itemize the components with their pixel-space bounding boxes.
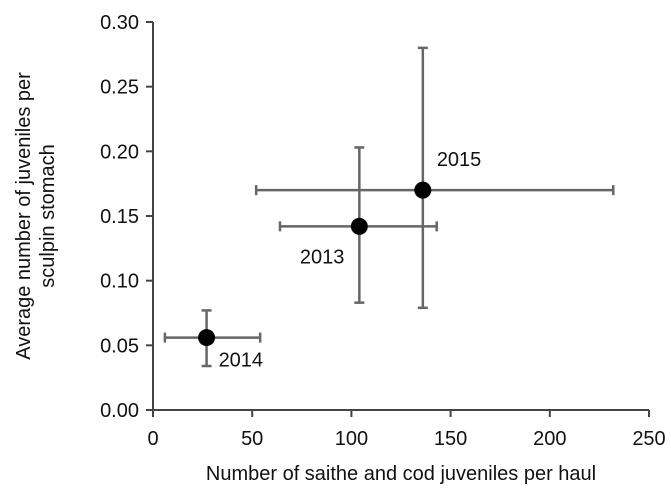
y-tick-label: 0.15 xyxy=(100,206,139,228)
data-point xyxy=(350,217,368,235)
data-point xyxy=(198,329,216,347)
x-tick-label: 200 xyxy=(533,428,566,450)
y-tick-label: 0.10 xyxy=(100,271,139,293)
data-point xyxy=(414,181,432,199)
x-tick-label: 250 xyxy=(632,428,665,450)
y-ticks-layer: 0.00 0.05 0.10 0.15 0.20 0.25 0.30 xyxy=(100,12,153,422)
y-tick-label: 0.00 xyxy=(100,400,139,422)
point-labels-layer: 2013 2014 2015 xyxy=(219,149,482,371)
x-ticks-layer: 0 50 100 150 200 250 xyxy=(147,410,666,450)
points-layer xyxy=(198,181,432,347)
point-label: 2014 xyxy=(219,350,264,372)
x-axis-title: Number of saithe and cod juveniles per h… xyxy=(206,463,596,485)
x-tick-label: 0 xyxy=(147,428,158,450)
y-axis-title-group: Average number of juveniles per sculpin … xyxy=(13,72,59,360)
y-tick-label: 0.05 xyxy=(100,335,139,357)
point-label: 2013 xyxy=(300,246,345,268)
y-tick-label: 0.25 xyxy=(100,77,139,99)
y-tick-label: 0.20 xyxy=(100,141,139,163)
x-tick-label: 100 xyxy=(335,428,368,450)
y-axis-title-line-2: sculpin stomach xyxy=(37,144,59,287)
point-label: 2015 xyxy=(437,149,482,171)
y-axis-title-line-1: Average number of juveniles per xyxy=(13,72,35,360)
y-tick-label: 0.30 xyxy=(100,12,139,34)
error-bars-layer xyxy=(163,46,615,368)
x-tick-label: 150 xyxy=(434,428,467,450)
x-tick-label: 50 xyxy=(241,428,263,450)
